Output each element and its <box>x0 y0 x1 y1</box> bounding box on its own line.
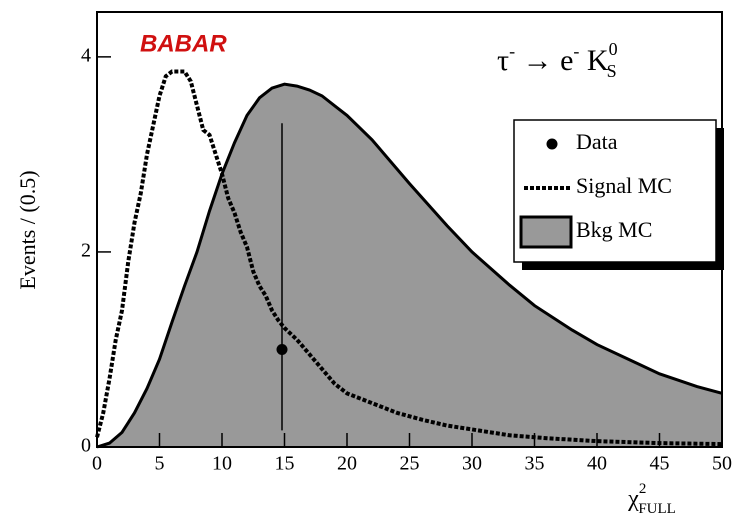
x-tick-label: 15 <box>275 453 295 475</box>
x-label-sup: 2 <box>639 481 647 497</box>
logo: BABAR <box>140 30 227 57</box>
annotation-part: S <box>607 61 617 81</box>
annotation-part: τ <box>497 44 509 77</box>
x-label-sub: FULL <box>638 501 676 517</box>
x-axis-label: χ2 FULL <box>627 481 676 517</box>
y-tick-label: 2 <box>81 240 91 262</box>
legend-entries: Data Signal MC Bkg MC <box>519 129 672 249</box>
x-tick-label: 0 <box>92 453 102 475</box>
annotation-part: → e <box>515 44 573 77</box>
annotation: τ- → e- K0 S <box>497 39 618 81</box>
line <box>95 69 723 447</box>
legend-symbol <box>519 215 573 249</box>
data-point <box>276 343 288 355</box>
legend-symbol <box>546 138 558 150</box>
legend-label: Bkg MC <box>576 217 652 242</box>
annotation-part: K <box>579 44 609 77</box>
area-outline <box>96 82 723 449</box>
x-tick-label: 50 <box>712 453 732 475</box>
x-tick-label: 25 <box>400 453 420 475</box>
area <box>97 84 722 447</box>
annotation-part: - <box>573 41 579 61</box>
annotation-part: - <box>509 41 515 61</box>
x-tick-label: 30 <box>462 453 482 475</box>
legend-label: Data <box>576 129 618 154</box>
line-layer <box>95 69 723 449</box>
legend-label: Signal MC <box>576 173 672 198</box>
x-tick-label: 20 <box>337 453 357 475</box>
y-axis-label: Events / (0.5) <box>15 170 40 289</box>
y-tick-label: 4 <box>81 44 91 66</box>
x-tick-label: 40 <box>587 453 607 475</box>
annotation-part: 0 <box>609 39 618 59</box>
x-tick-label: 5 <box>155 453 165 475</box>
x-tick-label: 45 <box>650 453 670 475</box>
x-tick-label: 10 <box>212 453 232 475</box>
x-tick-label: 35 <box>525 453 545 475</box>
y-tick-label: 0 <box>81 435 91 457</box>
area-layer <box>97 84 722 447</box>
x-label-symbol: χ <box>627 486 639 512</box>
